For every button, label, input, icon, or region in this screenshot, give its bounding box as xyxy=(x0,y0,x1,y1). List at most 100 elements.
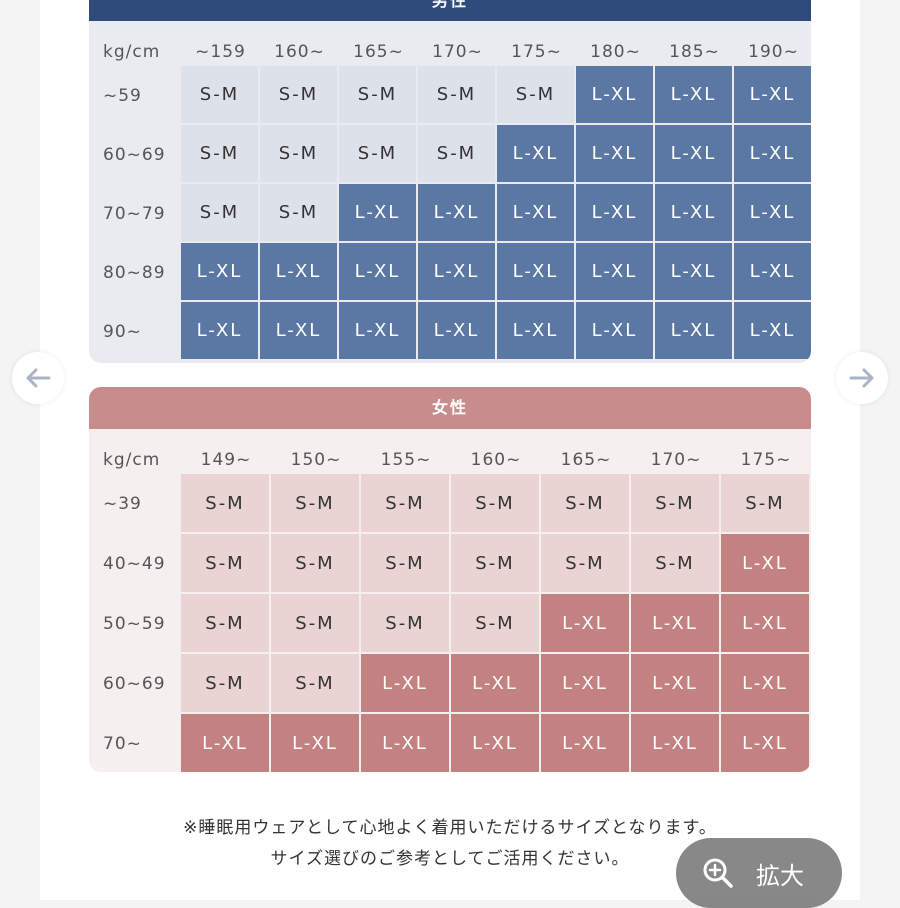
zoom-in-icon xyxy=(703,858,733,888)
women-column-header: 149~ xyxy=(200,450,252,470)
men-size-cell: L-XL xyxy=(734,125,811,182)
women-size-cell: S-M xyxy=(181,594,269,652)
men-column-header: 185~ xyxy=(669,42,720,62)
men-row-header: 60~69 xyxy=(103,144,166,165)
men-size-cell: L-XL xyxy=(339,184,416,241)
men-size-cell: L-XL xyxy=(181,302,258,359)
women-size-cell: S-M xyxy=(271,594,359,652)
men-size-cell: L-XL xyxy=(181,243,258,300)
women-size-cell: L-XL xyxy=(361,714,449,772)
arrow-right-icon xyxy=(849,368,874,388)
women-size-cell: L-XL xyxy=(541,654,629,712)
men-size-cell: S-M xyxy=(339,125,416,182)
men-row-header: 70~79 xyxy=(103,203,166,224)
men-size-cell: S-M xyxy=(260,184,337,241)
men-size-table: 男性 kg/cm ~159 160~ 165~ 170~ 175~ 180~ 185~ 190~… xyxy=(89,0,811,363)
men-column-header: 180~ xyxy=(590,42,641,62)
men-size-cell: L-XL xyxy=(497,302,574,359)
women-size-cell: L-XL xyxy=(451,714,539,772)
women-row-header: 60~69 xyxy=(103,674,166,694)
men-size-cell: L-XL xyxy=(339,243,416,300)
women-size-cell: S-M xyxy=(541,534,629,592)
women-column-header: 160~ xyxy=(470,450,522,470)
women-size-cell: S-M xyxy=(271,474,359,532)
men-size-cell: L-XL xyxy=(655,302,732,359)
women-row-header: 40~49 xyxy=(103,554,166,574)
women-size-cell: S-M xyxy=(361,594,449,652)
women-size-cell: S-M xyxy=(271,534,359,592)
women-column-header: 155~ xyxy=(380,450,432,470)
men-size-cell: S-M xyxy=(418,125,495,182)
men-row-header: 80~89 xyxy=(103,262,166,283)
men-size-cell: L-XL xyxy=(418,243,495,300)
women-size-cell: L-XL xyxy=(721,714,809,772)
women-size-cell: S-M xyxy=(181,474,269,532)
men-size-cell: S-M xyxy=(339,66,416,123)
men-size-cell: L-XL xyxy=(734,302,811,359)
zoom-label: 拡大 xyxy=(756,861,804,890)
men-size-cell: S-M xyxy=(181,125,258,182)
men-column-header: 190~ xyxy=(748,42,799,62)
men-size-cell: L-XL xyxy=(576,243,653,300)
women-size-cell: L-XL xyxy=(181,714,269,772)
women-size-cell: S-M xyxy=(271,654,359,712)
women-table-title: 女性 xyxy=(89,387,811,429)
women-row-header: 70~ xyxy=(103,734,142,754)
men-size-cell: L-XL xyxy=(418,302,495,359)
women-size-cell: S-M xyxy=(181,654,269,712)
men-size-cell: S-M xyxy=(260,66,337,123)
men-row-header: 90~ xyxy=(103,321,142,342)
men-size-cell: L-XL xyxy=(576,66,653,123)
men-size-cell: L-XL xyxy=(260,243,337,300)
men-corner-label: kg/cm xyxy=(103,42,161,62)
men-size-cell: L-XL xyxy=(655,125,732,182)
women-size-cell: S-M xyxy=(451,474,539,532)
women-size-cell: S-M xyxy=(541,474,629,532)
men-size-cell: L-XL xyxy=(655,66,732,123)
men-size-cell: L-XL xyxy=(655,243,732,300)
men-size-cell: L-XL xyxy=(418,184,495,241)
women-size-cell: S-M xyxy=(721,474,809,532)
men-table-title: 男性 xyxy=(89,0,811,21)
women-row-header: ~39 xyxy=(103,494,142,514)
women-size-cell: L-XL xyxy=(721,534,809,592)
women-size-cell: S-M xyxy=(451,594,539,652)
size-note-line-2: サイズ選びのご参考としてご活用ください。 xyxy=(270,849,630,869)
men-size-cell: L-XL xyxy=(576,184,653,241)
women-size-cell: L-XL xyxy=(451,654,539,712)
women-column-header: 150~ xyxy=(290,450,342,470)
women-column-header: 175~ xyxy=(740,450,792,470)
men-column-header: ~159 xyxy=(195,42,246,62)
women-size-cell: S-M xyxy=(181,534,269,592)
women-size-cell: S-M xyxy=(361,474,449,532)
carousel-prev-button[interactable] xyxy=(12,352,64,404)
men-size-cell: S-M xyxy=(181,66,258,123)
men-size-cell: L-XL xyxy=(734,243,811,300)
women-column-header: 165~ xyxy=(560,450,612,470)
men-row-header: ~59 xyxy=(103,85,142,106)
men-size-cell: L-XL xyxy=(734,184,811,241)
men-size-cell: L-XL xyxy=(497,243,574,300)
size-note-line-1: ※睡眠用ウェアとして心地よく着用いただけるサイズとなります。 xyxy=(183,818,717,838)
women-size-cell: L-XL xyxy=(541,594,629,652)
men-size-cell: S-M xyxy=(418,66,495,123)
men-column-header: 160~ xyxy=(274,42,325,62)
men-size-cell: L-XL xyxy=(497,125,574,182)
women-size-cell: S-M xyxy=(361,534,449,592)
women-size-table: 女性 kg/cm 149~ 150~ 155~ 160~ 165~ 170~ 175~ ~39 S… xyxy=(89,387,811,772)
men-column-header: 170~ xyxy=(432,42,483,62)
men-size-cell: S-M xyxy=(181,184,258,241)
women-size-cell: S-M xyxy=(631,474,719,532)
zoom-button[interactable]: 拡大 xyxy=(676,838,842,908)
carousel-next-button[interactable] xyxy=(836,352,888,404)
women-size-cell: L-XL xyxy=(631,654,719,712)
women-size-cell: S-M xyxy=(631,534,719,592)
women-size-cell: L-XL xyxy=(271,714,359,772)
women-size-cell: S-M xyxy=(451,534,539,592)
men-size-cell: L-XL xyxy=(497,184,574,241)
men-size-cell: S-M xyxy=(260,125,337,182)
men-column-header: 165~ xyxy=(353,42,404,62)
women-size-cell: L-XL xyxy=(721,594,809,652)
women-size-cell: L-XL xyxy=(631,714,719,772)
women-size-cell: L-XL xyxy=(721,654,809,712)
